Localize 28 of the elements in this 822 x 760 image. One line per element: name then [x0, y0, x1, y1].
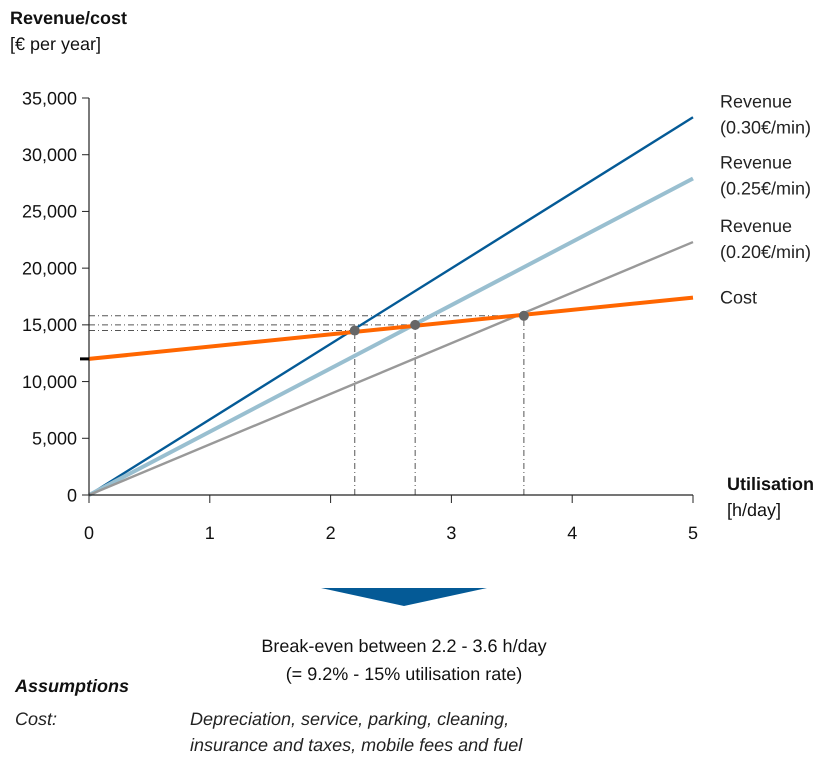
y-tick-label: 10,000: [22, 372, 77, 392]
text: Cost:: [15, 709, 58, 729]
text: (= 9.2% - 15% utilisation rate): [286, 664, 522, 684]
point: [350, 326, 360, 336]
text: Break-even between 2.2 - 3.6 h/day: [261, 636, 547, 656]
series-label: Revenue (0.30€/min): [720, 91, 812, 138]
x-tick-label: 5: [688, 523, 698, 543]
point: [518, 310, 529, 321]
text: Depreciation, service, parking, cleaning, insurance and taxes, mobile fees and fuel: [190, 709, 524, 755]
x-tick-label: 4: [567, 523, 578, 543]
y-tick-label: 20,000: [22, 258, 77, 278]
x-tick-label: 0: [84, 523, 94, 543]
x-tick-label: 2: [326, 523, 336, 543]
y-tick-label: 5,000: [32, 428, 77, 449]
x-tick-label: 1: [204, 523, 215, 543]
text: Assumptions: [14, 676, 130, 696]
series-label: Cost: [720, 288, 758, 308]
y-tick-label: 30,000: [22, 145, 77, 166]
series-label: Revenue (0.25€/min): [720, 152, 812, 199]
y-tick-label: 35,000: [22, 88, 77, 108]
series-label: Revenue (0.20€/min): [720, 216, 812, 262]
x-tick-label: 3: [446, 523, 456, 543]
y-tick-label: 0: [66, 485, 77, 506]
y-tick-label: 25,000: [22, 202, 77, 222]
y-tick-label: 15,000: [22, 315, 77, 336]
y-axis-title: Revenue/cost [€ per year]: [10, 8, 128, 54]
x-axis-title: Utilisation [h/day]: [727, 474, 814, 520]
point: [410, 320, 420, 330]
